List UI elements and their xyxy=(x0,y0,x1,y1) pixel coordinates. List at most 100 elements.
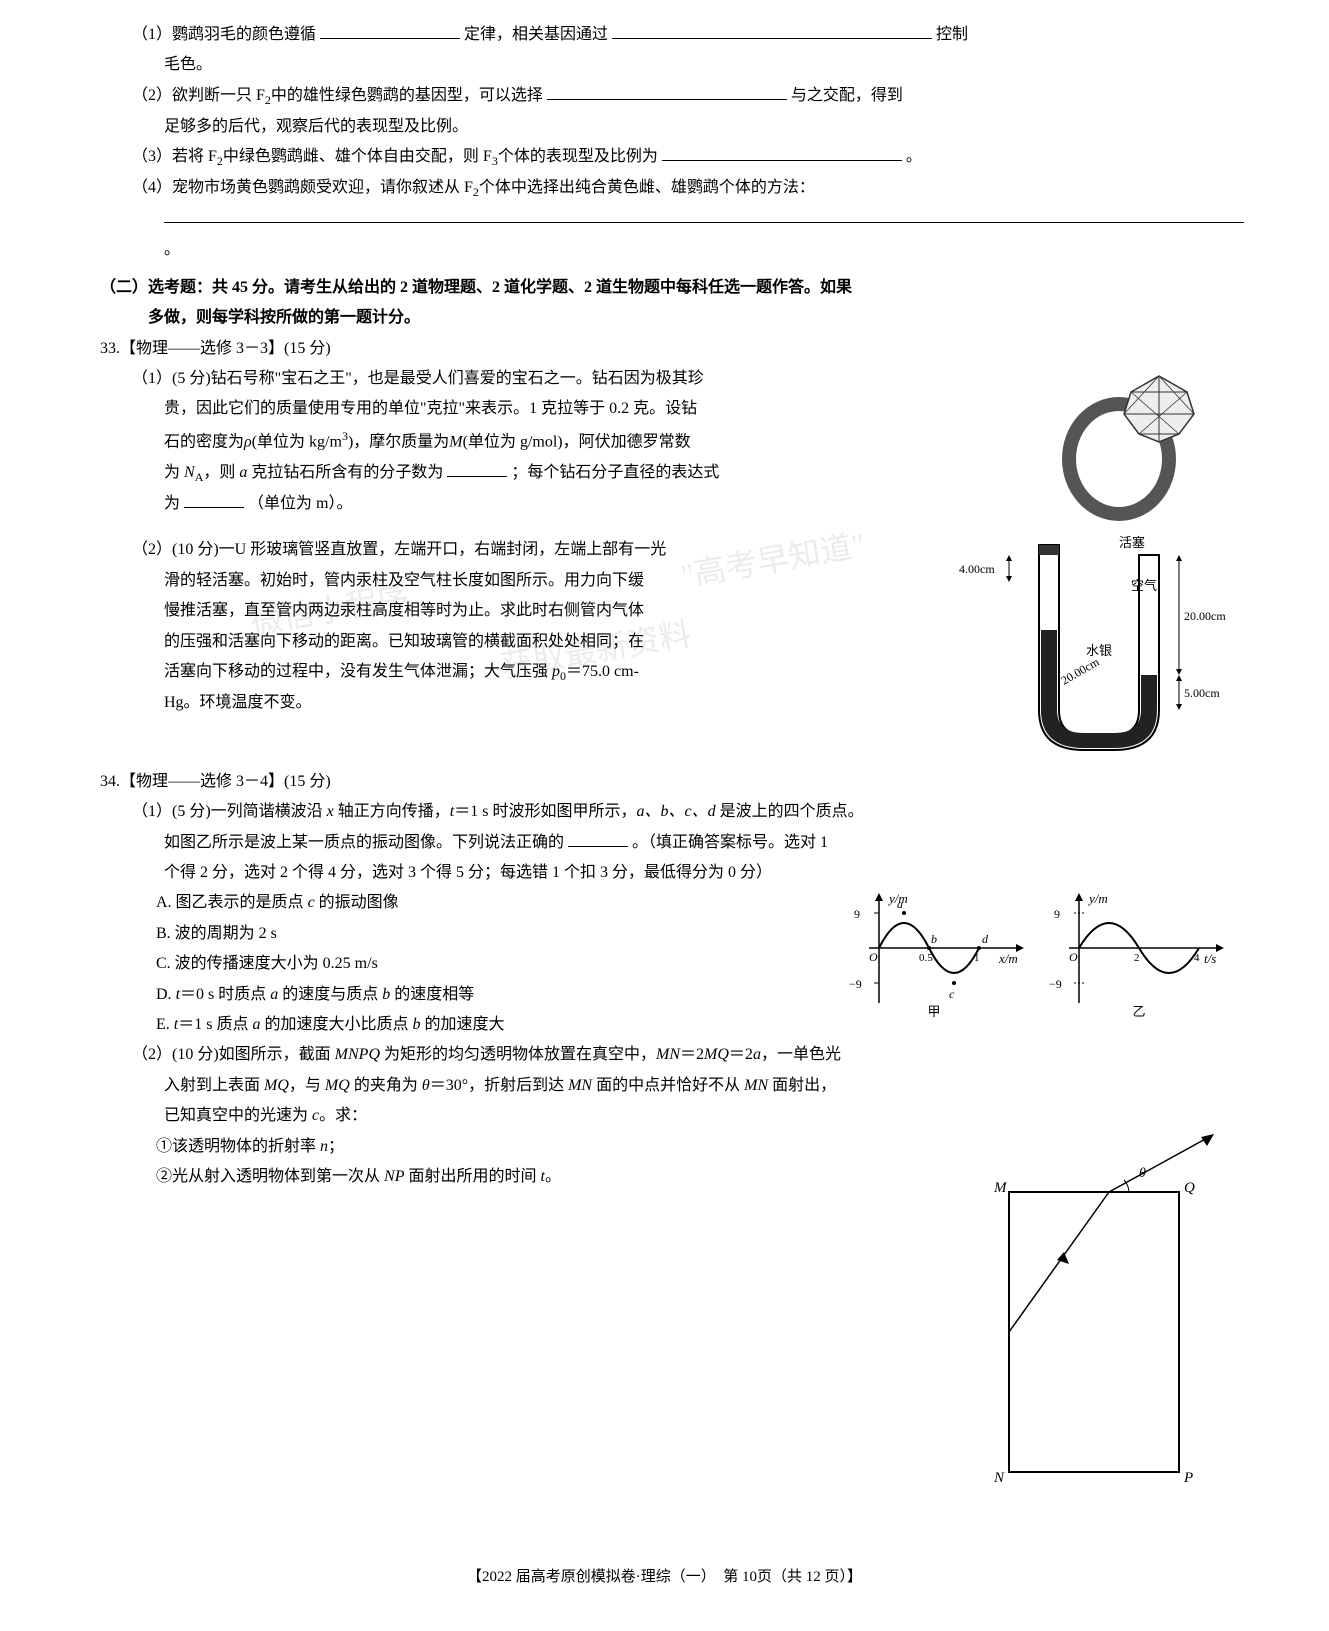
text: 的夹角为 xyxy=(350,1077,422,1094)
q32-2: （2）欲判断一只 F2中的雄性绿色鹦鹉的基因型，可以选择 与之交配，得到 xyxy=(132,81,1229,112)
prism-diagram: θ M Q N P xyxy=(969,1132,1229,1503)
text: 入射到上表面 xyxy=(164,1077,264,1094)
svg-text:x/m: x/m xyxy=(998,951,1018,966)
text: 。 xyxy=(164,241,180,258)
text: 面射出， xyxy=(768,1077,836,1094)
text: 活塞向下移动的过程中，没有发生气体泄漏；大气压强 p0＝75.0 cm- xyxy=(132,657,949,688)
text: 慢推活塞，直至管内两边汞柱高度相等时为止。求此时右侧管内气体 xyxy=(132,596,949,626)
var: MN xyxy=(656,1046,680,1063)
svg-text:活塞: 活塞 xyxy=(1119,535,1145,550)
var: a、b、c、d xyxy=(636,803,715,820)
svg-text:θ: θ xyxy=(1139,1166,1146,1181)
blank xyxy=(568,829,628,847)
q33-title: 33.【物理——选修 3－3】(15 分) xyxy=(100,334,1229,364)
text: （1）鹦鹉羽毛的颜色遵循 xyxy=(132,26,316,43)
text: （二）选考题：共 45 分。请考生从给出的 2 道物理题、2 道化学题、2 道生… xyxy=(100,273,1229,303)
text: 为 NA，则 a 克拉钻石所含有的分子数为 ；每个钻石分子直径的表达式 xyxy=(132,458,1049,489)
text: 如图乙所示是波上某一质点的振动图像。下列说法正确的 xyxy=(164,834,564,851)
q34-1: （1）(5 分)一列简谐横波沿 x 轴正方向传播，t＝1 s 时波形如图甲所示，… xyxy=(132,797,1229,827)
text: 入射到上表面 MQ，与 MQ 的夹角为 θ＝30°，折射后到达 MN 面的中点并… xyxy=(132,1071,1229,1101)
svg-text:0.5: 0.5 xyxy=(919,952,933,964)
text: 已知真空中的光速为 xyxy=(164,1107,312,1124)
var: M xyxy=(449,433,462,450)
text: 个体中选择出纯合黄色雌、雄鹦鹉个体的方法： xyxy=(479,179,815,196)
text: E. xyxy=(156,1016,174,1033)
q34-title: 34.【物理——选修 3－4】(15 分) xyxy=(100,767,1229,797)
var: a xyxy=(753,1046,761,1063)
text: ，与 xyxy=(289,1077,325,1094)
text: 与之交配，得到 xyxy=(791,87,903,104)
text: 贵，因此它们的质量使用专用的单位"克拉"来表示。1 克拉等于 0.2 克。设钻 xyxy=(132,394,1049,424)
text: ＝1 s 质点 xyxy=(178,1016,252,1033)
text: （4）宠物市场黄色鹦鹉颇受欢迎，请你叙述从 F xyxy=(132,179,473,196)
text: ＝0 s 时质点 xyxy=(180,986,270,1003)
text: 面射出所用的时间 xyxy=(404,1168,540,1185)
text: ＝75.0 cm- xyxy=(566,663,639,680)
q34-subq: ①该透明物体的折射率 n； ②光从射入透明物体到第一次从 NP 面射出所用的时间… xyxy=(100,1132,969,1503)
var: MNPQ xyxy=(335,1046,380,1063)
var: ρ xyxy=(244,433,252,450)
blank xyxy=(320,21,460,39)
svg-text:2: 2 xyxy=(1134,952,1140,964)
q32-3: （3）若将 F2中绿色鹦鹉雌、雄个体自由交配，则 F3个体的表现型及比例为 。 xyxy=(132,142,1229,173)
text: （2）(10 分)如图所示，截面 MNPQ 为矩形的均匀透明物体放置在真空中，M… xyxy=(132,1040,1229,1070)
svg-text:20.00cm: 20.00cm xyxy=(1184,609,1226,623)
svg-text:空气: 空气 xyxy=(1131,578,1157,593)
var: N xyxy=(184,464,195,481)
svg-text:1: 1 xyxy=(974,952,980,964)
text: ；每个钻石分子直径的表达式 xyxy=(511,464,719,481)
q32-1: （1）鹦鹉羽毛的颜色遵循 定律，相关基因通过 控制 xyxy=(132,20,1229,50)
text: (单位为 g/mol)，阿伏加德罗常数 xyxy=(463,433,691,450)
var: NP xyxy=(384,1168,404,1185)
footer-text: 【2022 届高考原创模拟卷·理综（一） 第 10页（共 12 页）】 xyxy=(467,1569,862,1585)
svg-text:O: O xyxy=(869,950,878,964)
blank xyxy=(547,82,787,100)
text: 。求： xyxy=(319,1107,367,1124)
var: MN xyxy=(568,1077,592,1094)
text: 已知真空中的光速为 c。求： xyxy=(132,1101,1229,1131)
q34-opts: A. 图乙表示的是质点 c 的振动图像 B. 波的周期为 2 s C. 波的传播… xyxy=(100,888,849,1040)
text: 中绿色鹦鹉雌、雄个体自由交配，则 F xyxy=(223,148,492,165)
text: D. xyxy=(156,986,176,1003)
text: 多做，则每学科按所做的第一题计分。 xyxy=(100,303,1229,333)
svg-text:Q: Q xyxy=(1184,1180,1195,1196)
text: 面的中点并恰好不从 xyxy=(592,1077,744,1094)
svg-text:c: c xyxy=(949,987,955,1001)
q32-4-blank: 。 xyxy=(132,204,1229,265)
svg-text:P: P xyxy=(1183,1470,1193,1486)
blank xyxy=(164,206,1244,224)
svg-text:y/m: y/m xyxy=(1087,891,1108,906)
svg-text:20.00cm: 20.00cm xyxy=(1059,655,1103,688)
var: p xyxy=(552,663,560,680)
text: 。 xyxy=(545,1168,561,1185)
text: 克拉钻石所含有的分子数为 xyxy=(247,464,443,481)
text: 毛色。 xyxy=(164,56,212,73)
text: 为矩形的均匀透明物体放置在真空中， xyxy=(380,1046,656,1063)
text: A. 图乙表示的是质点 xyxy=(156,894,308,911)
text: 的加速度大小比质点 xyxy=(260,1016,412,1033)
q33-block: 33.【物理——选修 3－3】(15 分) （1）(5 分)钻石号称"宝石之王"… xyxy=(100,334,1229,767)
svg-text:−9: −9 xyxy=(1049,977,1062,991)
text: 。（填正确答案标号。选对 1 xyxy=(632,834,828,851)
section2-header: （二）选考题：共 45 分。请考生从给出的 2 道物理题、2 道化学题、2 道生… xyxy=(100,273,1229,334)
text: （2）欲判断一只 F xyxy=(132,87,265,104)
text: 的速度相等 xyxy=(390,986,474,1003)
text: （1）(5 分)一列简谐横波沿 xyxy=(132,803,327,820)
text: （单位为 m）。 xyxy=(248,495,352,512)
text: 的压强和活塞向下移动的距离。已知玻璃管的横截面积处处相同；在 xyxy=(132,627,949,657)
text: 的加速度大 xyxy=(420,1016,504,1033)
svg-text:甲: 甲 xyxy=(927,1004,940,1018)
text: 滑的轻活塞。初始时，管内汞柱及空气柱长度如图所示。用力向下缓 xyxy=(132,566,949,596)
diamond-ring-image xyxy=(1049,364,1229,535)
opt-c: C. 波的传播速度大小为 0.25 m/s xyxy=(156,949,849,979)
blank xyxy=(612,21,932,39)
text: 。 xyxy=(906,148,922,165)
text: ； xyxy=(328,1138,344,1155)
svg-text:−9: −9 xyxy=(849,977,862,991)
var: MQ xyxy=(704,1046,729,1063)
text: （2）(10 分)一U 形玻璃管竖直放置，左端开口，右端封闭，左端上部有一光 xyxy=(132,535,949,565)
var: MQ xyxy=(325,1077,350,1094)
text: 石的密度为ρ(单位为 kg/m3)，摩尔质量为M(单位为 g/mol)，阿伏加德… xyxy=(132,425,1049,458)
var: x xyxy=(327,803,334,820)
svg-text:4.00cm: 4.00cm xyxy=(959,562,995,576)
